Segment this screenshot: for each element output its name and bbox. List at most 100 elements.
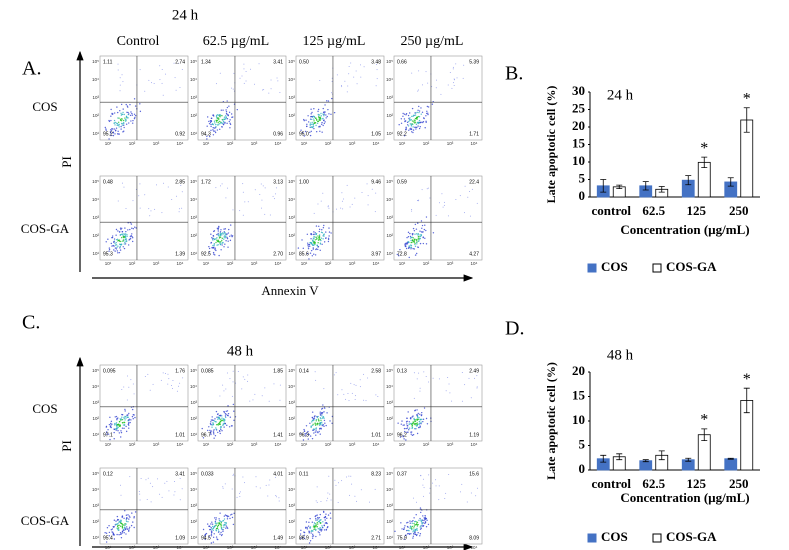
flow-tick-label: 10⁴ [190,384,197,389]
cell-dot [319,80,321,82]
y-axis-label: Late apoptotic cell (%) [544,86,558,204]
quadrant-value: 2.71 [371,535,381,541]
cell-dot [420,107,422,109]
cell-dot [222,109,224,111]
cell-dot [230,113,233,115]
cell-dot [213,243,216,245]
cell-dot [243,68,245,70]
flow-tick-label: 10³ [190,95,197,100]
flow-tick-label: 10¹ [92,131,99,136]
cell-dot [243,63,245,65]
cell-dot [209,429,211,432]
cell-dot [469,215,471,217]
cell-dot [422,418,425,421]
cell-dot [117,252,119,254]
quadrant-value: 0.48 [103,179,113,185]
quadrant-value: 0.66 [397,59,407,65]
cell-dot [222,519,225,522]
cell-dot [331,422,333,424]
cell-dot [340,85,342,87]
cell-dot [316,415,318,418]
cell-dot [303,534,306,536]
cell-dot [214,127,217,129]
cell-dot [424,224,426,226]
cell-dot [309,131,311,134]
cell-dot [127,244,130,246]
cell-dot [120,103,123,106]
cell-dot [451,87,453,89]
cell-dot [116,250,119,252]
cell-dot [303,430,306,432]
y-tick-label: 25 [572,100,586,115]
cell-dot [215,427,217,429]
cell-dot [328,475,330,477]
cell-dot [216,525,219,528]
cell-dot [121,416,123,418]
cell-dot [409,417,412,419]
cell-dot [242,183,244,185]
cell-dot [355,384,357,386]
error-bar [743,107,750,133]
cell-dot [215,123,217,126]
cell-dot [346,476,348,478]
cell-dot [130,111,132,113]
flow-tick-label: 10¹ [399,545,406,550]
cell-dot [359,386,361,388]
cell-dot [124,510,126,512]
cell-dot [419,528,422,530]
cell-dot [417,89,419,91]
cell-dot [134,416,136,419]
cell-dot [419,535,421,537]
cell-dot [449,71,451,73]
flow-tick-label: 10² [386,113,393,118]
cell-dot [212,134,215,136]
cell-dot [220,122,223,124]
quadrant-value: 0.59 [397,179,407,185]
cell-dot [407,526,409,528]
cell-dot [125,123,128,125]
cell-dot [403,438,405,440]
plot-frame [197,55,287,141]
plot-frame [393,55,483,141]
cell-dot [218,421,221,424]
cell-dot [315,535,317,538]
cell-dot [224,122,226,124]
cell-dot [316,486,318,488]
cell-dot [321,525,323,527]
cell-dot [227,405,229,407]
cell-dot [131,408,134,411]
cell-dot [268,400,270,402]
cell-dot [113,122,115,124]
cell-dot [404,525,406,527]
cell-dot [320,239,322,242]
cell-dot [426,423,429,425]
cell-dot [117,121,120,123]
flow-tick-label: 10² [325,141,332,146]
cell-dot [206,135,208,137]
cell-dot [424,516,426,518]
error-bar [658,186,665,193]
cell-dot [323,224,325,227]
cell-dot [123,517,125,519]
flow-tick-label: 10³ [251,545,258,550]
cell-dot [313,522,316,524]
quadrant-value: 2.85 [175,179,185,185]
cell-dot [145,479,147,481]
flow-tick-label: 10⁵ [190,368,197,373]
cell-dot [262,185,264,187]
cell-dot [259,194,261,196]
cell-dot [223,426,225,428]
cell-dot [409,235,412,238]
x-tick-label: 250 [729,203,749,218]
cell-dot [360,64,362,66]
cell-dot [212,536,215,538]
cell-dot [125,425,127,428]
cell-dot [226,122,228,125]
cell-dot [128,427,130,429]
cell-dot [399,436,402,438]
cell-dot [128,113,130,115]
cell-dot [329,420,331,422]
cell-dot [166,480,168,482]
cell-dot [438,378,440,380]
cell-dot [323,115,325,117]
